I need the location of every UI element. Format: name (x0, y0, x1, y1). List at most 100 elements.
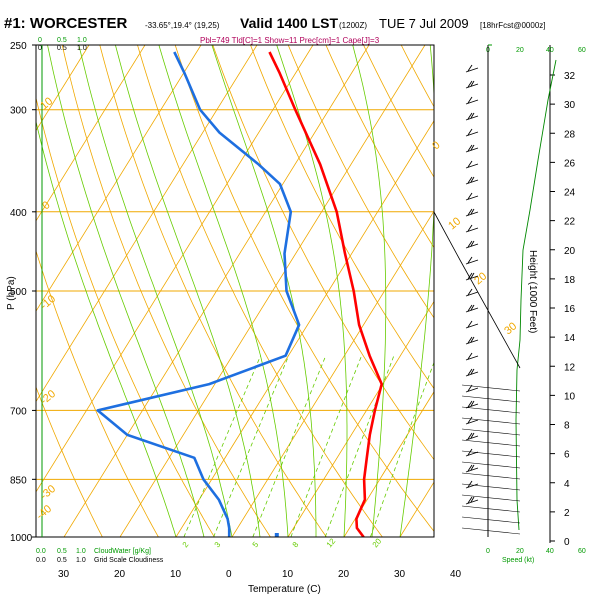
forecast-label: [18hrFcst@0000z] (480, 21, 545, 30)
mixing-ratio-line (252, 355, 327, 537)
grid-cloud-bottom-1: 1.0 (76, 557, 86, 564)
pressure-tick-label: 500 (10, 287, 27, 298)
mixing-ratio-label: 5 (251, 540, 261, 550)
wind-barb (465, 352, 479, 361)
mixing-ratio-line (213, 355, 290, 537)
wind-bottom-label: 20 (516, 548, 524, 555)
dewpoint-profile (96, 51, 301, 537)
wind-bottom-label: 60 (578, 548, 586, 555)
wind-barb (465, 336, 479, 345)
temp-tick-label: 30 (394, 569, 406, 580)
pressure-tick-label: 700 (10, 406, 27, 417)
dry-adiabat (99, 45, 327, 537)
dry-adiabat (580, 31, 600, 555)
isotherm-line (343, 391, 434, 537)
mixing-ratio-label: 8 (291, 540, 301, 550)
x-axis-title: Temperature (C) (248, 584, 321, 595)
height-tick-label: 14 (564, 333, 576, 344)
low-level-barb (461, 428, 521, 436)
cloud-water-title: CloudWater [g/Kg] (94, 548, 151, 555)
moist-adiabat (78, 45, 233, 537)
temp-tick-label: 20 (338, 569, 350, 580)
dry-adiabat (61, 45, 271, 537)
dry-adiabat (174, 45, 434, 532)
wind-barb (465, 480, 479, 489)
temperature-profile (268, 51, 383, 537)
wind-barb (465, 224, 479, 233)
wind-barb (465, 80, 479, 89)
temp-tick-label: 40 (450, 569, 462, 580)
dry-adiabat (506, 31, 600, 555)
dry-adiabat (36, 249, 159, 537)
pressure-tick-label: 850 (10, 475, 27, 486)
low-level-barb (461, 417, 521, 425)
wind-top-label: 60 (578, 47, 586, 54)
low-level-barb (461, 406, 521, 414)
valid-utc: (1200Z) (339, 21, 367, 30)
pressure-tick-label: 300 (10, 106, 27, 117)
low-level-barb (461, 527, 521, 535)
wind-barb (465, 400, 479, 409)
grid-cloud-title: Grid Scale Cloudiness (94, 557, 164, 564)
isotherm-line (287, 300, 434, 537)
station-coords: -33.65°,19.4° (19,25) (145, 21, 220, 30)
wind-barb (465, 144, 479, 153)
isotherm-line (512, 45, 600, 537)
wind-barb (465, 176, 479, 185)
dry-adiabat (36, 385, 103, 537)
moist-adiabat (47, 45, 205, 537)
wind-barb (465, 288, 479, 297)
isotherm-line (36, 45, 146, 222)
valid-time: Valid 1400 LST (240, 15, 338, 31)
cloud-water-top-0: 0 (38, 37, 42, 44)
grid-cloud-bottom-0: 0.0 (36, 557, 46, 564)
dry-adiabat (287, 45, 434, 319)
mixing-ratio-label: 20 (371, 536, 384, 549)
wind-speed-title: Speed (kt) (502, 557, 534, 564)
temp-tick-label: 10 (170, 569, 182, 580)
isotherm-line (63, 45, 370, 537)
low-level-barb (461, 439, 521, 447)
wind-barb (465, 256, 479, 265)
height-tick-label: 6 (564, 450, 570, 461)
moist-adiabat (276, 45, 348, 537)
height-tick-label: 20 (564, 246, 576, 257)
low-level-barb (461, 395, 521, 403)
dry-adiabat-label: 20 (472, 270, 489, 287)
wind-top-label: 40 (546, 47, 554, 54)
mixing-ratio-line (290, 355, 362, 537)
low-level-barb (461, 505, 521, 513)
isotherm-line (231, 210, 434, 537)
wind-barb (465, 160, 479, 169)
height-tick-label: 4 (564, 479, 570, 490)
grid-cloud-top-05: 0.5 (57, 45, 67, 52)
dry-adiabat (325, 45, 434, 249)
low-level-barb (461, 450, 521, 458)
dry-adiabat (36, 96, 215, 537)
isotherm-line (119, 45, 426, 537)
height-tick-label: 22 (564, 217, 576, 228)
wind-barb (465, 496, 479, 505)
low-level-barb (461, 494, 521, 502)
dry-adiabat-label: 10 (446, 215, 463, 232)
wind-barb (465, 432, 479, 441)
mixing-ratio-line (324, 355, 395, 537)
wind-bottom-label: 0 (486, 548, 490, 555)
height-tick-label: 18 (564, 275, 576, 286)
station-title: #1: WORCESTER (4, 15, 128, 32)
height-tick-label: 28 (564, 129, 576, 140)
dry-adiabat (137, 45, 383, 537)
isotherm-line (175, 120, 434, 537)
isotherm-line (36, 45, 202, 312)
moist-adiabat (211, 45, 317, 537)
wind-barb (465, 112, 479, 121)
temp-tick-label: 20 (114, 569, 126, 580)
wind-barb (465, 128, 479, 137)
grid-cloud-bottom-05: 0.5 (57, 557, 67, 564)
cloud-water-bottom-05: 0.5 (57, 548, 67, 555)
height-tick-label: 0 (564, 537, 570, 548)
grid-cloud-top-1: 1.0 (77, 45, 87, 52)
dry-adiabat-label: -40 (34, 503, 54, 522)
low-level-barb (461, 483, 521, 491)
low-level-barb (461, 472, 521, 480)
